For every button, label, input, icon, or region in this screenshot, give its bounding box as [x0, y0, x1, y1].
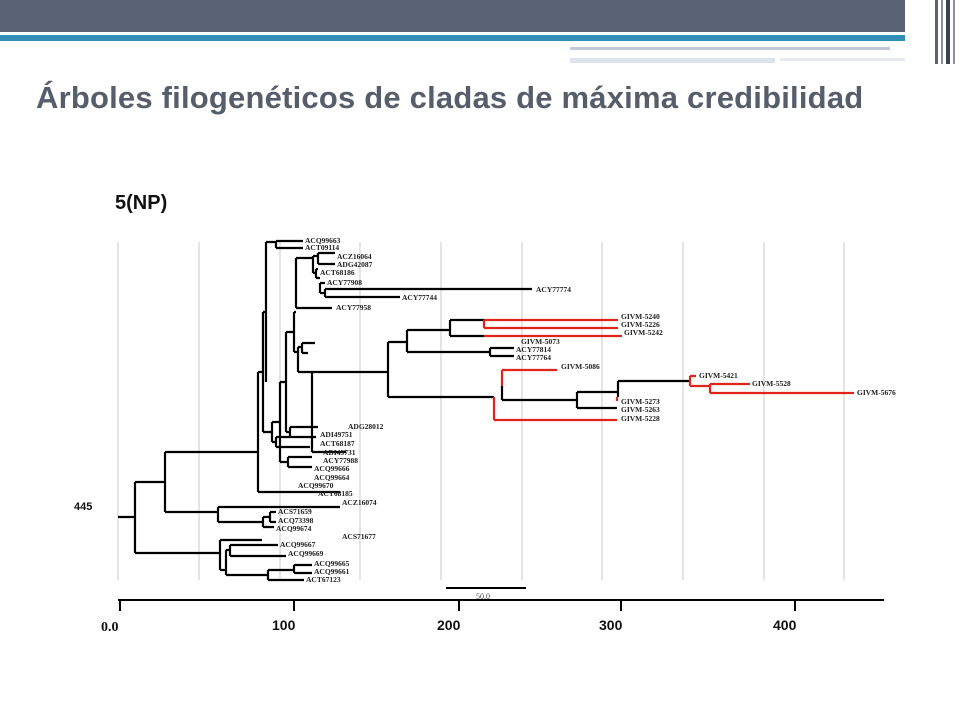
taxon-label: ACQ73398	[278, 516, 314, 525]
scale-bar-label: 50.0	[476, 592, 490, 601]
axis-tick-label: 300	[599, 617, 623, 633]
taxon-label: ACT68186	[320, 268, 355, 277]
root-node-label: 445	[74, 501, 92, 513]
taxon-label: ACQ99664	[314, 473, 350, 482]
taxon-label: ACT68187	[320, 439, 355, 448]
tree-branches	[118, 239, 690, 582]
taxon-label: GIVM-5676	[857, 388, 896, 397]
taxon-label: ACY77814	[516, 345, 551, 354]
taxon-label: GIVM-5228	[621, 414, 660, 423]
taxon-label: ACZ16064	[337, 252, 372, 261]
page-number: 40	[905, 6, 927, 26]
axis-tick-marks	[119, 600, 796, 611]
taxon-label: ACQ99661	[314, 567, 350, 576]
taxon-label: ACY77958	[336, 303, 371, 312]
taxon-label: ACZ16074	[342, 498, 377, 507]
taxon-label: ADG42087	[337, 260, 373, 269]
taxon-label: ACQ99670	[298, 481, 334, 490]
taxon-label: ACY77988	[323, 456, 358, 465]
taxon-label: ACT09114	[305, 243, 339, 252]
taxon-label: ACT67123	[306, 575, 341, 584]
axis-tick-label: 200	[437, 617, 461, 633]
taxon-label: GIVM-5242	[624, 328, 663, 337]
header-accent-line	[0, 35, 960, 41]
header-decor-line	[570, 47, 890, 50]
taxon-label: ACS71677	[342, 532, 376, 541]
taxon-label: GIVM-5240	[621, 312, 660, 321]
header-bar	[0, 0, 960, 32]
axis-tick-label: 100	[272, 617, 296, 633]
taxon-label: ACY77774	[536, 285, 571, 294]
taxon-label: ACQ99665	[314, 559, 350, 568]
taxon-label: ACQ99663	[305, 236, 341, 245]
highlighted-branches	[482, 318, 854, 422]
taxon-labels: ACQ99663 ACT09114 ACZ16064 ADG42087 ACT6…	[276, 236, 896, 584]
grid-lines	[117, 242, 845, 580]
taxon-label: ACQ99674	[276, 524, 312, 533]
taxon-label: GIVM-5086	[561, 362, 600, 371]
header-decor-line	[780, 58, 960, 61]
taxon-label: ACY77764	[516, 353, 551, 362]
taxon-label: ADI49751	[320, 430, 353, 439]
taxon-label: ACY77908	[327, 278, 362, 287]
taxon-label: ACQ99666	[314, 464, 350, 473]
figure-label: 5(NP)	[115, 192, 168, 214]
taxon-label: GIVM-5273	[621, 397, 660, 406]
header-decor-line	[570, 58, 775, 63]
taxon-label: GIVM-5263	[621, 405, 660, 414]
corner-decor	[905, 0, 960, 64]
taxon-label: ACY77744	[402, 293, 437, 302]
taxon-label: GIVM-5421	[699, 371, 738, 380]
taxon-label: ACS71659	[278, 507, 312, 516]
taxon-label: ADI49731	[323, 448, 356, 457]
taxon-label: GIVM-5528	[752, 379, 791, 388]
axis-tick-label: 0.0	[101, 620, 119, 635]
taxon-label: ADG28012	[348, 422, 384, 431]
taxon-label: GIVM-5226	[621, 320, 660, 329]
taxon-label: ACQ99669	[288, 549, 324, 558]
taxon-label: ACQ99667	[280, 540, 316, 549]
axis-tick-label: 400	[773, 617, 797, 633]
slide-title: Árboles filogenéticos de cladas de máxim…	[36, 80, 864, 115]
taxon-label: GIVM-5073	[521, 337, 560, 346]
taxon-label: ACT68185	[318, 489, 353, 498]
